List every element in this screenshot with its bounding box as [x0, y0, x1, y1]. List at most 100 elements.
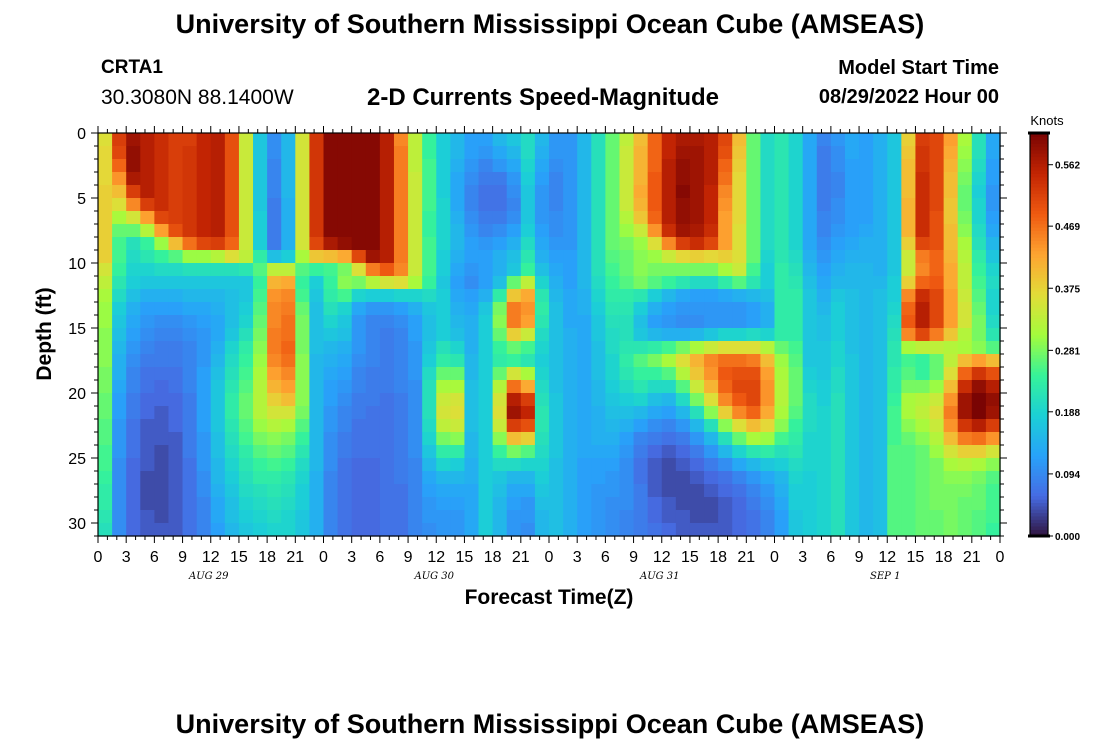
heatmap-cell [943, 510, 959, 524]
heatmap-cell [971, 172, 987, 186]
colorbar-segment [1030, 173, 1048, 178]
heatmap-cell [168, 302, 184, 316]
heatmap-cell [704, 289, 719, 303]
heatmap-cell [577, 328, 592, 342]
heatmap-cell [210, 432, 226, 446]
heatmap-cell [844, 393, 860, 407]
heatmap-cell [351, 289, 367, 303]
heatmap-cell [675, 185, 691, 199]
heatmap-cell [802, 302, 818, 316]
heatmap-cell [788, 432, 804, 446]
heatmap-cell [365, 471, 381, 485]
heatmap-cell [253, 341, 268, 355]
heatmap-cell [816, 237, 832, 251]
heatmap-cell [591, 432, 606, 446]
heatmap-cell [563, 354, 578, 368]
heatmap-cell [774, 367, 790, 381]
heatmap-cell [393, 380, 409, 394]
heatmap-cell [408, 406, 423, 420]
heatmap-cell [844, 289, 860, 303]
heatmap-cell [957, 328, 973, 342]
heatmap-cell [281, 523, 296, 537]
heatmap-cell [295, 302, 310, 316]
heatmap-cell [704, 328, 719, 342]
heatmap-cell [929, 172, 945, 186]
colorbar-segment [1030, 374, 1048, 379]
heatmap-cell [929, 289, 945, 303]
heatmap-cell [549, 328, 564, 342]
heatmap-cell [351, 380, 367, 394]
heatmap-cell [647, 432, 663, 446]
heatmap-cell [732, 497, 747, 511]
heatmap-cell [901, 445, 917, 459]
heatmap-cell [844, 497, 860, 511]
heatmap-cell [393, 263, 409, 277]
heatmap-cell [98, 341, 113, 355]
heatmap-cell [196, 289, 212, 303]
heatmap-cell [704, 510, 719, 524]
heatmap-cell [154, 367, 170, 381]
heatmap-cell [323, 172, 339, 186]
heatmap-cell [422, 458, 437, 472]
heatmap-cell [633, 276, 649, 290]
heatmap-cell [591, 198, 606, 212]
heatmap-cell [168, 263, 184, 277]
heatmap-cell [464, 354, 480, 368]
heatmap-cell [577, 185, 592, 199]
heatmap-cell [971, 419, 987, 433]
x-tick-label: 0 [996, 549, 1005, 566]
colorbar-segment [1030, 186, 1048, 191]
heatmap-cell [267, 380, 282, 394]
heatmap-cell [732, 159, 747, 173]
heatmap-cell [224, 302, 240, 316]
x-tick-label: 15 [230, 549, 248, 566]
heatmap-cell [295, 367, 310, 381]
heatmap-cell [605, 237, 621, 251]
heatmap-cell [774, 224, 790, 238]
heatmap-cell [182, 445, 198, 459]
heatmap-cell [224, 419, 240, 433]
heatmap-cell [253, 510, 268, 524]
heatmap-cell [379, 471, 395, 485]
heatmap-cell [478, 328, 494, 342]
heatmap-cell [112, 406, 127, 420]
colorbar-segment [1030, 354, 1048, 359]
heatmap-cell [619, 341, 635, 355]
heatmap-cell [704, 276, 719, 290]
colorbar-segment [1030, 381, 1048, 386]
heatmap-cell [520, 354, 536, 368]
heatmap-cell [506, 523, 522, 537]
heatmap-cell [760, 458, 776, 472]
heatmap-cell [675, 471, 691, 485]
heatmap-cell [534, 406, 550, 420]
colorbar-tick-label: 0.281 [1055, 346, 1080, 357]
heatmap-cell [520, 133, 536, 147]
heatmap-cell [520, 211, 536, 225]
heatmap-cell [957, 250, 973, 264]
heatmap-cell [126, 302, 141, 316]
heatmap-cell [591, 146, 606, 160]
heatmap-cell [253, 185, 268, 199]
heatmap-cell [450, 302, 466, 316]
heatmap-cell [788, 523, 804, 537]
heatmap-cell [746, 237, 761, 251]
heatmap-cell [985, 497, 1001, 511]
heatmap-cell [915, 354, 931, 368]
heatmap-cell [844, 484, 860, 498]
heatmap-cell [450, 445, 466, 459]
heatmap-cell [901, 341, 917, 355]
colorbar-segment [1030, 512, 1048, 517]
heatmap-cell [577, 146, 592, 160]
heatmap-cell [605, 133, 621, 147]
heatmap-cell [957, 289, 973, 303]
heatmap-cell [633, 341, 649, 355]
heatmap-cell [464, 510, 480, 524]
heatmap-cell [985, 393, 1001, 407]
heatmap-cell [112, 523, 127, 537]
heatmap-cell [971, 484, 987, 498]
colorbar-segment [1030, 314, 1048, 319]
heatmap-cell [492, 471, 508, 485]
heatmap-cell [520, 198, 536, 212]
heatmap-cell [915, 315, 931, 329]
heatmap-cell [436, 237, 451, 251]
